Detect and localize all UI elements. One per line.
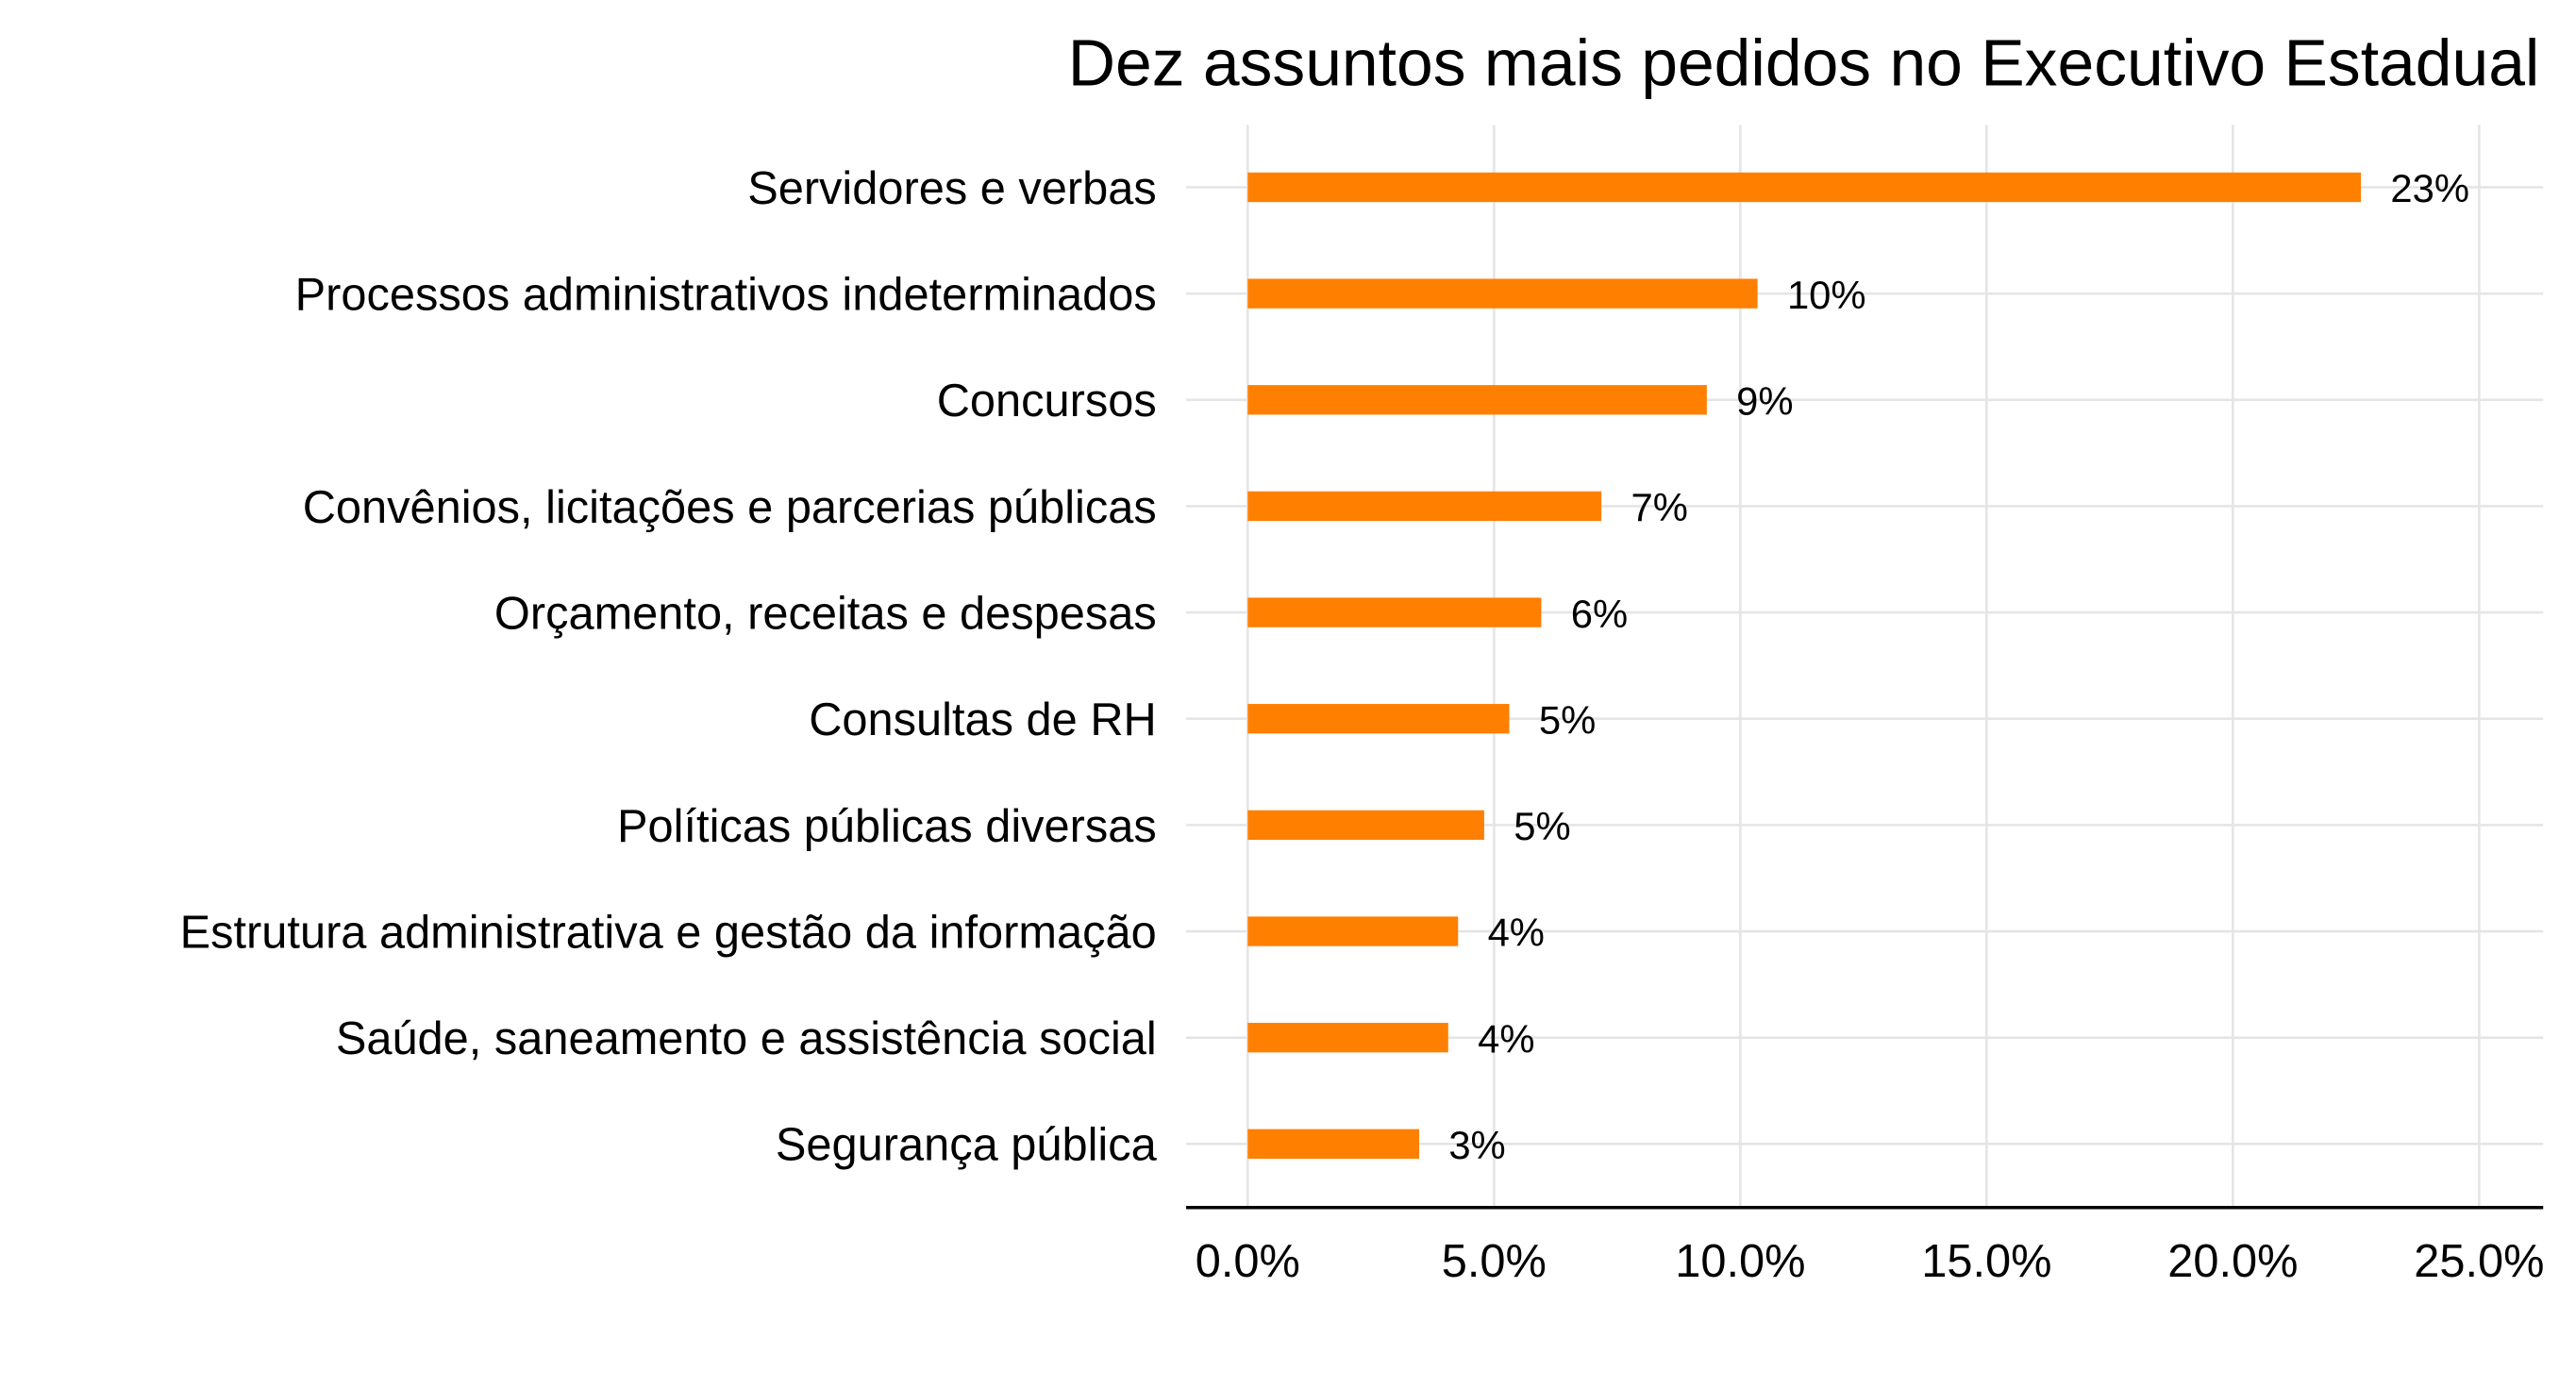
category-label: Processos administrativos indeterminados	[295, 270, 1157, 321]
x-tick-label: 10.0%	[1675, 1236, 1805, 1287]
x-tick-label: 5.0%	[1442, 1236, 1547, 1287]
x-tick-label: 15.0%	[1921, 1236, 2051, 1287]
data-label: 5%	[1539, 697, 1596, 742]
bar	[1247, 597, 1542, 627]
category-label: Orçamento, receitas e despesas	[494, 588, 1157, 639]
data-label: 23%	[2390, 166, 2469, 210]
bar	[1247, 172, 2362, 203]
x-tick-label: 25.0%	[2414, 1236, 2544, 1287]
data-label: 3%	[1448, 1123, 1505, 1167]
bar	[1247, 704, 1510, 734]
category-label: Convênios, licitações e parcerias públic…	[303, 482, 1157, 533]
category-label: Segurança pública	[776, 1120, 1158, 1171]
bar	[1247, 810, 1484, 841]
data-label: 4%	[1488, 911, 1545, 955]
bars: Servidores e verbas 23% Processos administ…	[180, 163, 2469, 1171]
data-label: 10%	[1787, 273, 1866, 317]
data-label: 4%	[1478, 1016, 1534, 1061]
bar	[1247, 491, 1602, 522]
category-label: Estrutura administrativa e gestão da inf…	[180, 907, 1157, 958]
category-label: Políticas públicas diversas	[617, 801, 1157, 852]
bar	[1247, 385, 1707, 415]
category-label: Concursos	[937, 376, 1157, 426]
data-label: 7%	[1631, 485, 1687, 529]
category-label: Saúde, saneamento e assistência social	[336, 1013, 1157, 1064]
bar	[1247, 916, 1459, 946]
category-label: Consultas de RH	[809, 694, 1157, 745]
data-label: 6%	[1571, 592, 1628, 636]
bar	[1247, 1129, 1419, 1159]
bar	[1247, 278, 1758, 309]
data-label: 9%	[1736, 378, 1793, 423]
bar	[1247, 1023, 1448, 1053]
category-label: Servidores e verbas	[747, 163, 1157, 214]
x-axis: 0.0% 5.0% 10.0% 15.0% 20.0% 25.0%	[1186, 1205, 2544, 1287]
data-label: 5%	[1514, 804, 1570, 848]
chart-title: Dez assuntos mais pedidos no Executivo E…	[1068, 26, 2540, 100]
x-tick-label: 20.0%	[2167, 1236, 2298, 1287]
x-tick-label: 0.0%	[1196, 1236, 1300, 1287]
